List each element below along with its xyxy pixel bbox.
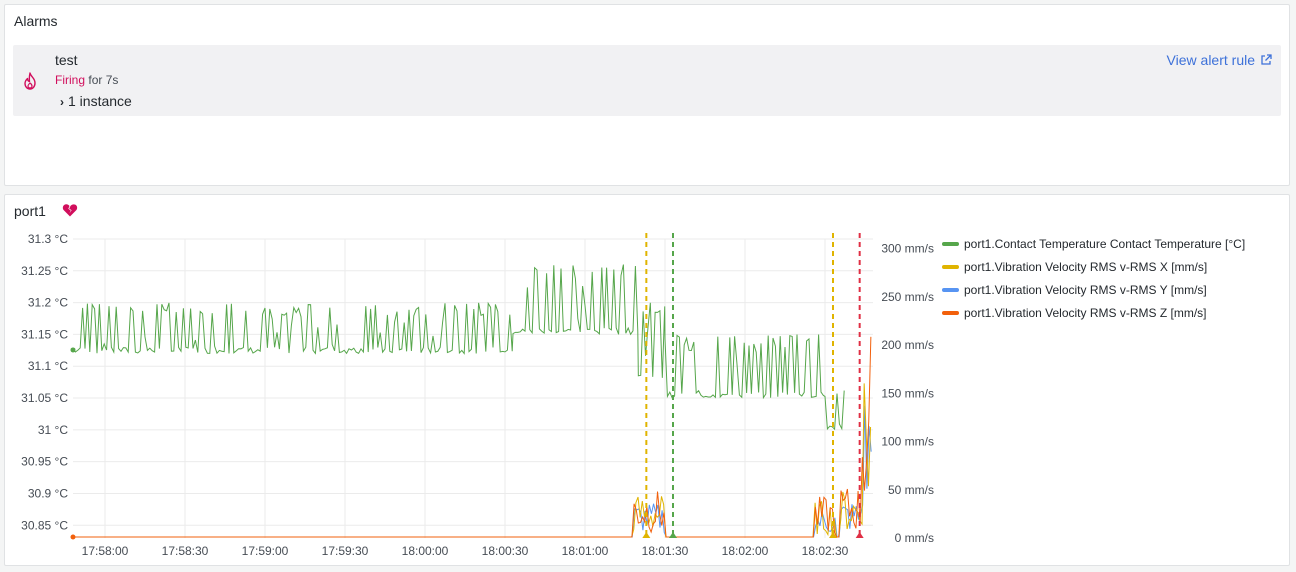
- panel-title: port1: [14, 203, 46, 219]
- alert-rule-name: test: [55, 52, 78, 68]
- y-right-tick-label: 50 mm/s: [888, 483, 934, 497]
- annotation-marker: [855, 532, 864, 538]
- view-alert-rule-link[interactable]: View alert rule: [1167, 52, 1272, 68]
- y-left-tick-label: 30.95 °C: [21, 455, 68, 469]
- y-left-tick-label: 31.15 °C: [21, 327, 68, 341]
- legend-label: port1.Vibration Velocity RMS v-RMS Y [mm…: [964, 283, 1207, 297]
- alert-duration: for 7s: [88, 73, 119, 87]
- series-start-point: [70, 534, 76, 540]
- legend-label: port1.Contact Temperature Contact Temper…: [964, 237, 1245, 251]
- x-tick-label: 18:01:00: [562, 544, 609, 558]
- series-line-vibration: [73, 336, 872, 538]
- series-start-point: [70, 347, 76, 353]
- x-tick-label: 18:00:30: [482, 544, 529, 558]
- x-tick-label: 17:58:30: [162, 544, 209, 558]
- instances-label: 1 instance: [68, 93, 132, 109]
- y-right-tick-label: 150 mm/s: [881, 386, 934, 400]
- x-tick-label: 18:02:30: [802, 544, 849, 558]
- view-alert-rule-label: View alert rule: [1166, 52, 1255, 68]
- x-tick-label: 17:59:00: [242, 544, 289, 558]
- y-left-tick-label: 31.2 °C: [28, 296, 68, 310]
- instances-toggle[interactable]: › 1 instance: [60, 93, 132, 109]
- x-tick-label: 18:01:30: [642, 544, 689, 558]
- alert-list-item[interactable]: test Firing for 7s › 1 instance View aler…: [13, 45, 1281, 116]
- fire-icon: [24, 72, 36, 90]
- y-right-tick-label: 200 mm/s: [881, 338, 934, 352]
- annotation-marker: [829, 532, 837, 538]
- chart: 31.3 °C 31.25 °C 31.2 °C 31.15 °C 31.1 °C 31.…: [21, 232, 1245, 558]
- broken-heart-icon[interactable]: [62, 202, 78, 218]
- series-line-contact-temperature: [72, 264, 845, 431]
- panel-title: Alarms: [14, 13, 58, 29]
- y-left-tick-label: 31.25 °C: [21, 264, 68, 278]
- y-right-tick-label: 300 mm/s: [881, 242, 934, 256]
- legend-label: port1.Vibration Velocity RMS v-RMS Z [mm…: [964, 306, 1207, 320]
- x-tick-label: 18:02:00: [722, 544, 769, 558]
- y-left-tick-label: 31.1 °C: [28, 359, 68, 373]
- timeseries-panel: port1 31.3 °C 31.25 °C 31.2 °C 31.15 °C 31.1…: [4, 194, 1290, 566]
- y-right-tick-label: 250 mm/s: [881, 290, 934, 304]
- x-tick-label: 18:00:00: [402, 544, 449, 558]
- annotation-marker: [642, 532, 651, 538]
- external-link-icon: [1261, 54, 1272, 65]
- alert-status: Firing for 7s: [55, 73, 118, 87]
- y-left-tick-label: 31.3 °C: [28, 232, 68, 246]
- y-left-tick-label: 30.9 °C: [28, 486, 68, 500]
- y-left-tick-label: 31.05 °C: [21, 391, 68, 405]
- chevron-right-icon: ›: [60, 95, 64, 109]
- alarms-panel: Alarms test Firing for 7s › 1 instance Vi…: [4, 4, 1290, 186]
- y-right-tick-label: 100 mm/s: [881, 435, 934, 449]
- y-left-tick-label: 31 °C: [38, 423, 68, 437]
- x-tick-label: 17:58:00: [82, 544, 129, 558]
- alert-state: Firing: [55, 73, 86, 87]
- y-left-tick-label: 30.85 °C: [21, 518, 68, 532]
- annotation-marker: [669, 532, 677, 538]
- series-line-vibration: [72, 383, 872, 538]
- x-tick-label: 17:59:30: [322, 544, 369, 558]
- legend-label: port1.Vibration Velocity RMS v-RMS X [mm…: [964, 260, 1207, 274]
- y-right-tick-label: 0 mm/s: [895, 531, 934, 545]
- series-line-vibration: [73, 405, 872, 538]
